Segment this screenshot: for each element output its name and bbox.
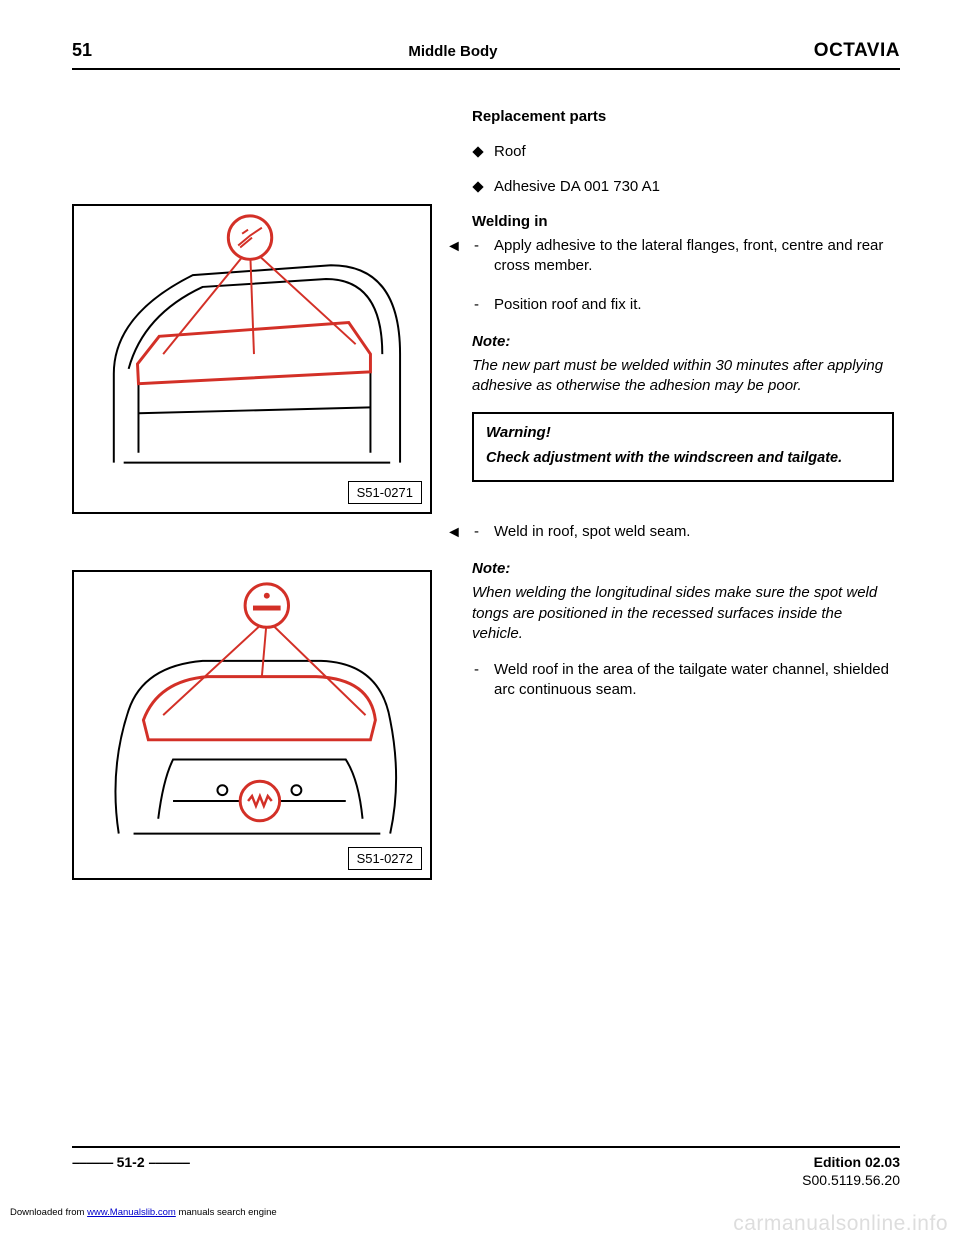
note-label-1: Note: <box>472 333 894 350</box>
footer-page-ref: –––––– 51-2 –––––– <box>72 1154 189 1170</box>
figure-roof-adhesive: S51-0271 <box>72 204 432 514</box>
download-pre: Downloaded from <box>10 1207 87 1218</box>
replacement-parts-list: Roof Adhesive DA 001 730 A1 <box>472 143 894 195</box>
warning-text: Check adjustment with the windscreen and… <box>486 449 880 468</box>
part-roof: Roof <box>472 143 894 160</box>
pointer-arrow-icon: ◄ <box>446 238 462 256</box>
step-apply-adhesive: Apply adhesive to the lateral flanges, f… <box>472 236 894 277</box>
note-text-2: When welding the longitudinal sides make… <box>472 583 894 644</box>
step-position-roof: Position roof and fix it. <box>472 295 894 315</box>
pointer-arrow-icon: ◄ <box>446 524 462 542</box>
footer-page-number: 51-2 <box>117 1154 145 1170</box>
footer-dash-right: –––––– <box>149 1154 190 1170</box>
figure-roof-adhesive-svg <box>74 206 430 512</box>
part-adhesive: Adhesive DA 001 730 A1 <box>472 178 894 195</box>
manual-page: 51 Middle Body OCTAVIA <box>0 0 960 1242</box>
step-weld-tailgate-channel: Weld roof in the area of the tailgate wa… <box>472 660 894 701</box>
header-model: OCTAVIA <box>814 40 900 62</box>
warning-box: Warning! Check adjustment with the winds… <box>472 412 894 482</box>
download-source-line: Downloaded from www.Manualslib.com manua… <box>10 1207 277 1218</box>
footer-right-block: Edition 02.03 S00.5119.56.20 <box>802 1154 900 1188</box>
footer-dash-left: –––––– <box>72 1154 113 1170</box>
step-list-1: Apply adhesive to the lateral flanges, f… <box>472 236 894 315</box>
page-header: 51 Middle Body OCTAVIA <box>72 40 900 70</box>
step-list-2a: Weld in roof, spot weld seam. <box>472 522 894 542</box>
figure-label-2: S51-0272 <box>348 847 422 870</box>
replacement-parts-heading: Replacement parts <box>472 108 894 125</box>
figure-label-1: S51-0271 <box>348 481 422 504</box>
text-column: Replacement parts Roof Adhesive DA 001 7… <box>472 108 900 936</box>
figure-roof-weld: S51-0272 <box>72 570 432 880</box>
warning-title: Warning! <box>486 424 880 441</box>
download-link[interactable]: www.Manualslib.com <box>87 1207 176 1218</box>
figure-roof-weld-svg <box>74 572 430 878</box>
footer-edition: Edition 02.03 <box>802 1154 900 1170</box>
step-block-2: ◄ Weld in roof, spot weld seam. <box>472 522 894 542</box>
step-weld-spot-seam: Weld in roof, spot weld seam. <box>472 522 894 542</box>
content-columns: S51-0271 <box>72 108 900 936</box>
header-page-number: 51 <box>72 40 92 61</box>
download-post: manuals search engine <box>176 1207 277 1218</box>
footer-row: –––––– 51-2 –––––– Edition 02.03 S00.511… <box>72 1148 900 1188</box>
page-footer: –––––– 51-2 –––––– Edition 02.03 S00.511… <box>72 1146 900 1188</box>
header-section-title: Middle Body <box>408 43 497 60</box>
figures-column: S51-0271 <box>72 108 452 936</box>
step-list-2b: Weld roof in the area of the tailgate wa… <box>472 660 894 701</box>
note-label-2: Note: <box>472 560 894 577</box>
step-block-1: ◄ Apply adhesive to the lateral flanges,… <box>472 236 894 315</box>
note-text-1: The new part must be welded within 30 mi… <box>472 356 894 397</box>
footer-code: S00.5119.56.20 <box>802 1172 900 1188</box>
welding-in-heading: Welding in <box>472 213 894 230</box>
watermark: carmanualsonline.info <box>733 1212 948 1236</box>
figure-top-spacer <box>72 108 452 204</box>
